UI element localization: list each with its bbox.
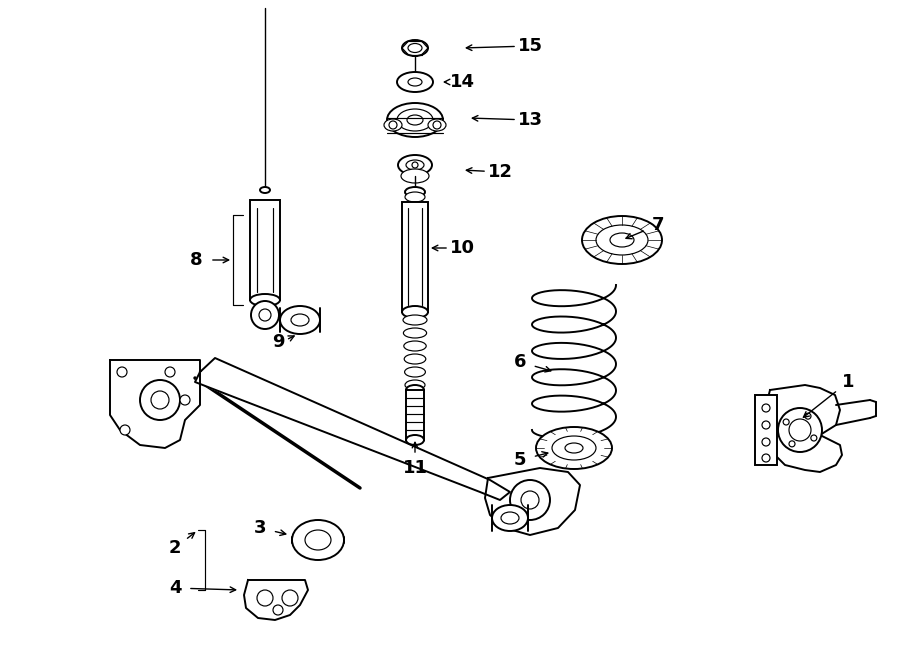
Ellipse shape [501, 512, 519, 524]
Ellipse shape [398, 155, 432, 175]
Ellipse shape [405, 380, 425, 390]
Circle shape [762, 454, 770, 462]
Ellipse shape [387, 103, 443, 137]
Text: 14: 14 [449, 73, 474, 91]
Ellipse shape [403, 315, 427, 325]
Circle shape [762, 404, 770, 412]
Circle shape [789, 419, 811, 441]
Ellipse shape [407, 115, 423, 125]
Ellipse shape [397, 109, 433, 131]
Ellipse shape [536, 427, 612, 469]
Text: 11: 11 [402, 459, 428, 477]
Circle shape [762, 438, 770, 446]
Ellipse shape [552, 436, 596, 460]
Ellipse shape [403, 328, 427, 338]
Ellipse shape [408, 78, 422, 86]
Ellipse shape [405, 367, 426, 377]
Ellipse shape [384, 119, 402, 131]
Ellipse shape [280, 306, 320, 334]
Circle shape [412, 162, 418, 168]
Text: 6: 6 [514, 353, 526, 371]
Ellipse shape [405, 187, 425, 197]
Circle shape [151, 391, 169, 409]
Circle shape [433, 121, 441, 129]
Text: 15: 15 [518, 37, 543, 55]
Text: 12: 12 [488, 163, 512, 181]
Text: 3: 3 [254, 519, 266, 537]
Circle shape [120, 425, 130, 435]
Bar [250, 200, 280, 300]
Ellipse shape [610, 233, 634, 247]
Ellipse shape [291, 314, 309, 326]
Ellipse shape [404, 354, 426, 364]
Polygon shape [485, 468, 580, 535]
Polygon shape [110, 360, 200, 448]
Ellipse shape [260, 187, 270, 193]
Ellipse shape [402, 306, 428, 318]
Circle shape [510, 480, 550, 520]
Circle shape [282, 590, 298, 606]
Ellipse shape [406, 435, 424, 445]
Text: 13: 13 [518, 111, 543, 129]
Circle shape [783, 419, 789, 425]
Ellipse shape [565, 443, 583, 453]
Text: 1: 1 [842, 373, 854, 391]
Bar [406, 390, 424, 440]
Circle shape [811, 435, 817, 441]
Bar [755, 395, 777, 465]
Circle shape [389, 121, 397, 129]
Circle shape [165, 367, 175, 377]
Ellipse shape [292, 520, 344, 560]
Ellipse shape [582, 216, 662, 264]
Ellipse shape [408, 44, 422, 52]
Circle shape [259, 309, 271, 321]
Ellipse shape [405, 192, 425, 202]
Ellipse shape [492, 505, 528, 531]
Circle shape [762, 421, 770, 429]
Circle shape [180, 395, 190, 405]
Circle shape [140, 380, 180, 420]
Circle shape [251, 301, 279, 329]
Text: 7: 7 [652, 216, 664, 234]
Text: 4: 4 [169, 579, 181, 597]
Text: 9: 9 [272, 333, 284, 351]
Ellipse shape [402, 40, 428, 56]
Ellipse shape [406, 160, 424, 170]
Text: 10: 10 [449, 239, 474, 257]
Ellipse shape [401, 169, 429, 183]
Circle shape [521, 491, 539, 509]
Ellipse shape [406, 385, 424, 395]
Circle shape [117, 367, 127, 377]
Text: 8: 8 [190, 251, 203, 269]
Ellipse shape [397, 72, 433, 92]
Ellipse shape [404, 341, 427, 351]
Ellipse shape [428, 119, 446, 131]
Ellipse shape [596, 225, 648, 255]
Polygon shape [195, 358, 510, 500]
Polygon shape [765, 385, 842, 472]
Circle shape [789, 441, 795, 447]
Circle shape [805, 413, 811, 419]
Circle shape [273, 605, 283, 615]
Ellipse shape [305, 530, 331, 550]
Text: 5: 5 [514, 451, 526, 469]
Text: 2: 2 [169, 539, 181, 557]
Ellipse shape [250, 294, 280, 306]
Circle shape [257, 590, 273, 606]
Bar [402, 202, 428, 312]
Polygon shape [244, 580, 308, 620]
Circle shape [778, 408, 822, 452]
